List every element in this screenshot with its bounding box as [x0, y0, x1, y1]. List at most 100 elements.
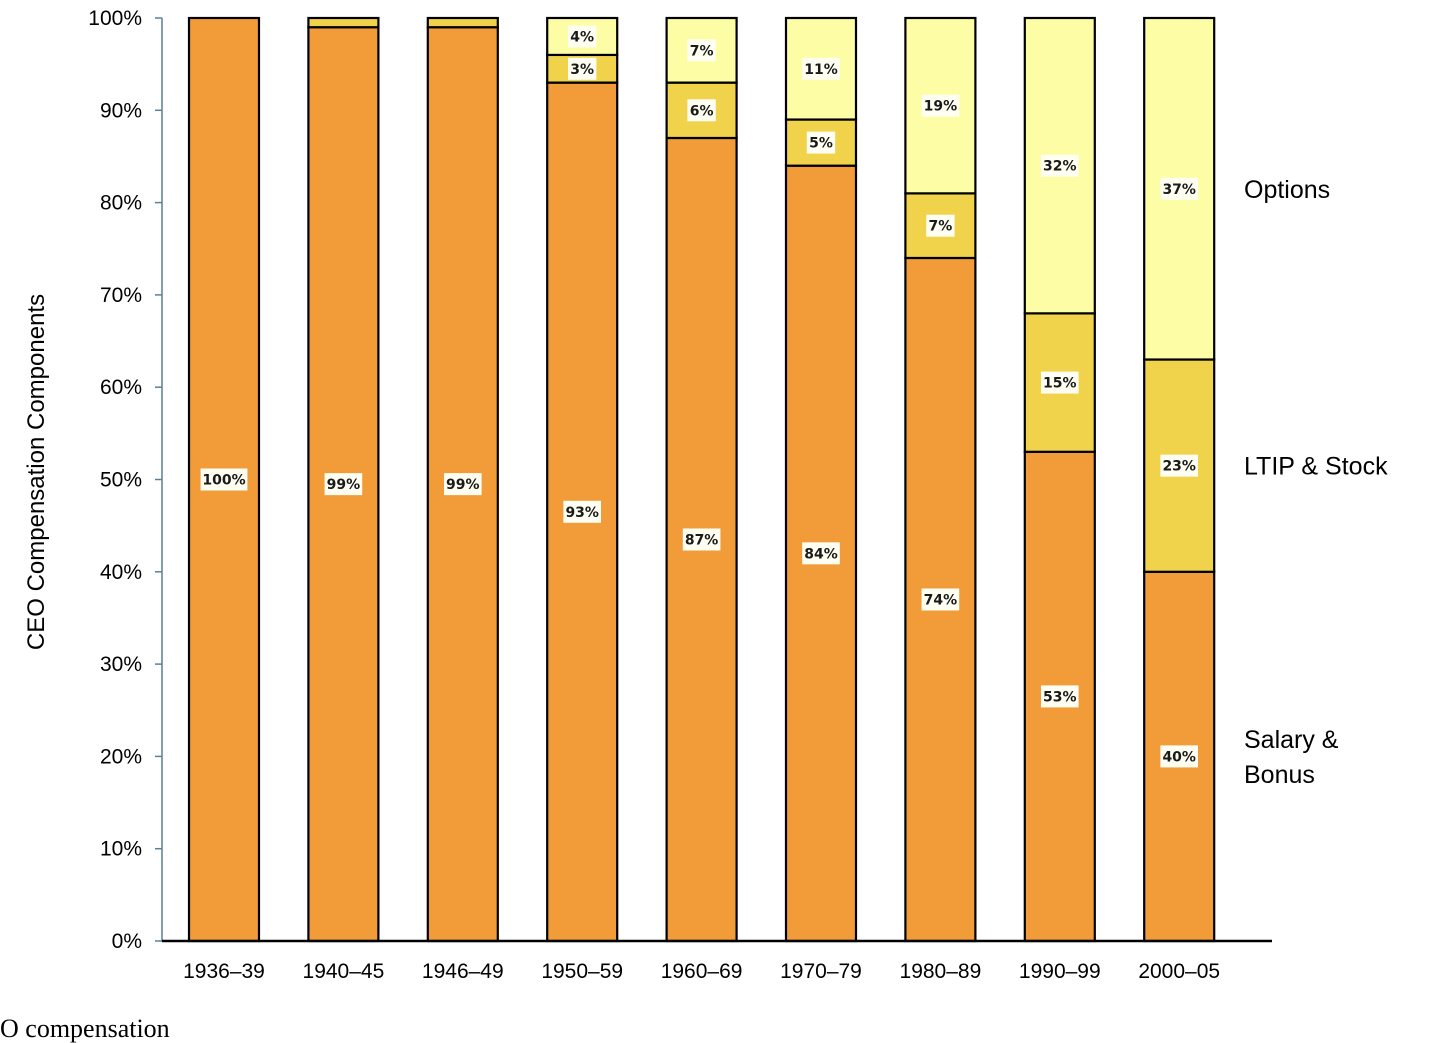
y-tick-label: 0% [112, 930, 142, 953]
data-label-box [802, 57, 840, 80]
data-label-box [921, 588, 960, 611]
data-label-box [563, 500, 601, 523]
bar-group: 100% [187, 16, 261, 943]
data-label: 7% [687, 39, 716, 62]
series-label: Salary & Bonus [1244, 726, 1339, 789]
data-label: 40% [1160, 745, 1198, 768]
data-label-text: 15% [1043, 376, 1077, 392]
series-label-line: Options [1244, 176, 1330, 204]
y-tick-label: 80% [100, 192, 142, 215]
data-label: 93% [563, 500, 601, 523]
data-label: 4% [568, 25, 597, 48]
data-label-text: 4% [570, 29, 594, 45]
data-label-text: 37% [1162, 182, 1196, 198]
data-label-box [682, 528, 721, 551]
x-tick-label: 1936–39 [183, 960, 265, 983]
data-label-text: 40% [1162, 749, 1196, 765]
bar-group: 53% 15% 32% [1023, 16, 1096, 943]
bar-group: 99% [307, 16, 380, 943]
data-label-text: 87% [685, 532, 719, 548]
bar-segment-ltip-stock [426, 16, 499, 29]
series-label: Options [1244, 176, 1330, 204]
data-label-box [324, 473, 363, 496]
y-tick-label: 10% [100, 838, 142, 861]
x-tick-label: 2000–05 [1138, 960, 1220, 983]
y-tick-label: 20% [100, 745, 142, 768]
data-label-text: 19% [924, 99, 958, 115]
y-tick-label: 30% [100, 653, 142, 676]
data-label: 23% [1160, 454, 1198, 477]
data-label: 74% [921, 588, 960, 611]
y-axis: 0% 10% 20% 30% 40% 50% 60% 70% 80% 90% 100% [88, 7, 163, 953]
y-axis-title: CEO Compensation Components [23, 294, 50, 650]
data-label: 99% [444, 473, 482, 496]
x-tick-label: 1960–69 [661, 960, 743, 983]
bar-group: 87% 6% 7% [665, 16, 738, 943]
bar-segment-ltip-stock [1023, 312, 1096, 453]
data-label: 32% [1041, 154, 1079, 177]
data-label: 19% [921, 94, 960, 117]
series-label-line: Bonus [1244, 761, 1315, 789]
data-label-box [921, 94, 960, 117]
bar-group: 74% 7% 19% [904, 16, 977, 943]
data-label-box [1160, 745, 1198, 768]
y-tick-label: 90% [100, 99, 142, 122]
x-tick-label: 1990–99 [1019, 960, 1101, 983]
x-tick-label: 1946–49 [422, 960, 504, 983]
data-label-box [1160, 177, 1198, 200]
series-label-line: Salary & [1244, 726, 1339, 754]
figure-caption: O compensation [0, 1014, 170, 1043]
series-label: LTIP & Stock [1244, 453, 1388, 481]
data-label-box [568, 25, 597, 48]
data-label: 99% [324, 473, 363, 496]
data-label-text: 6% [690, 103, 714, 119]
data-label-box [568, 57, 597, 80]
y-tick-label: 50% [100, 469, 142, 492]
data-label: 3% [568, 57, 597, 80]
data-label-box [926, 214, 955, 237]
data-label-text: 23% [1162, 459, 1196, 475]
data-label-text: 93% [565, 505, 599, 521]
bar-group: 84% 5% 11% [784, 16, 858, 943]
y-tick-label: 60% [100, 376, 142, 399]
data-label: 7% [926, 214, 955, 237]
data-label-text: 7% [690, 43, 714, 59]
data-label-text: 84% [804, 546, 838, 562]
x-tick-label: 1980–89 [900, 960, 982, 983]
data-label: 6% [687, 99, 716, 122]
data-label: 87% [682, 528, 721, 551]
data-label-text: 99% [327, 477, 361, 493]
x-tick-label: 1970–79 [780, 960, 862, 983]
y-tick-label: 70% [100, 284, 142, 307]
x-tick-label: 1950–59 [541, 960, 623, 983]
data-label: 37% [1160, 177, 1198, 200]
data-label-box [1160, 454, 1198, 477]
bar-segment-salary-bonus [904, 256, 977, 943]
data-label: 53% [1041, 685, 1079, 708]
x-tick-label: 1940–45 [303, 960, 385, 983]
data-label-box [1041, 685, 1079, 708]
y-tick-label: 40% [100, 561, 142, 584]
y-tick-label: 100% [88, 7, 142, 30]
data-label-text: 32% [1043, 159, 1077, 175]
data-label-text: 5% [809, 136, 833, 152]
bar-group: 99% [426, 16, 499, 943]
data-label-text: 53% [1043, 689, 1077, 705]
data-label-box [806, 131, 836, 154]
data-label-text: 74% [924, 592, 958, 608]
data-label-box [1041, 154, 1079, 177]
data-label: 15% [1041, 371, 1079, 394]
series-label-line: LTIP & Stock [1244, 453, 1388, 481]
data-label-text: 100% [202, 473, 245, 489]
data-label-text: 3% [570, 62, 594, 78]
data-label-box [687, 99, 716, 122]
data-label-box [802, 542, 840, 565]
series-labels: Salary & Bonus LTIP & Stock Options [1244, 176, 1388, 789]
data-label-box [200, 468, 248, 491]
bar-group: 40% 23% 37% [1143, 16, 1216, 943]
bars: 100% 99% 99% 93% 3% 4% 87% 6% 7% 84% 5% 11% 74% 7% 19%… [187, 16, 1216, 943]
x-axis: 1936–39 1940–45 1946–49 1950–59 1960–69 1970–… [162, 939, 1272, 983]
data-label-text: 11% [804, 62, 838, 78]
data-label-text: 99% [446, 477, 480, 493]
